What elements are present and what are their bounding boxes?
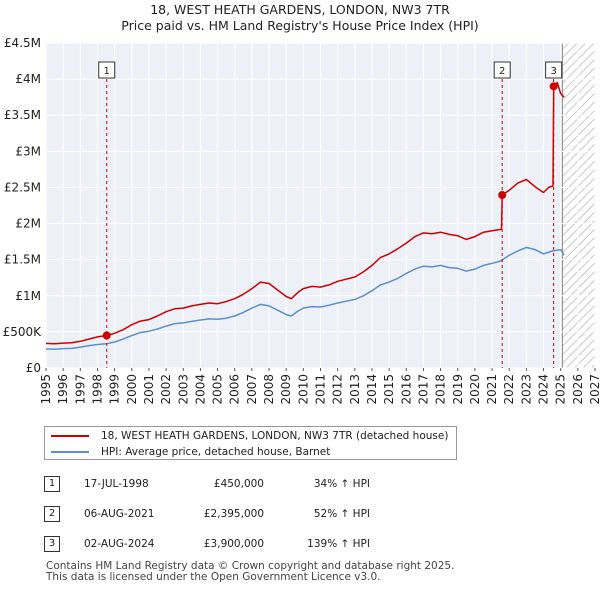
x-tick-label: 2009	[279, 374, 293, 405]
footer-line-2: This data is licensed under the Open Gov…	[46, 571, 381, 583]
x-tick-label: 2020	[468, 374, 482, 405]
legend-item-hpi: HPI: Average price, detached house, Barn…	[51, 444, 330, 460]
x-tick-label: 2022	[502, 374, 516, 405]
x-tick-label: 2011	[314, 374, 328, 405]
sale-number: 2	[44, 506, 60, 522]
sale-hpi-change: 34% ↑ HPI	[313, 478, 370, 490]
y-tick-label: £1M	[15, 289, 41, 303]
x-tick-label: 2005	[211, 374, 225, 405]
chart-subtitle: Price paid vs. HM Land Registry's House …	[121, 18, 479, 33]
y-tick-label: £2M	[15, 217, 41, 231]
future-hatch	[562, 43, 595, 368]
hpi-series-line	[45, 246, 565, 350]
footer-line-1: Contains HM Land Registry data © Crown c…	[46, 560, 455, 572]
x-tick-label: 2008	[262, 374, 276, 405]
sale-marker-box	[98, 61, 116, 79]
chart-title-block: 18, WEST HEATH GARDENS, LONDON, NW3 7TR …	[0, 2, 600, 34]
sale-marker-label: 3	[550, 66, 556, 77]
x-tick-label: 2004	[193, 374, 207, 405]
y-tick-label: £500K	[3, 325, 43, 339]
x-tick-label: 2024	[537, 374, 551, 405]
x-tick-label: 2026	[571, 374, 585, 405]
y-tick-label: £4.5M	[4, 36, 41, 50]
legend-label-property: 18, WEST HEATH GARDENS, LONDON, NW3 7TR …	[101, 430, 449, 442]
x-tick-label: 2018	[434, 374, 448, 405]
sale-marker-label: 1	[104, 66, 110, 77]
sale-row: 2 06-AUG-2021 £2,395,000 52% ↑ HPI	[44, 504, 444, 524]
x-tick-label: 2027	[588, 374, 600, 405]
legend-item-property: 18, WEST HEATH GARDENS, LONDON, NW3 7TR …	[51, 428, 448, 444]
legend-swatch-property	[51, 435, 89, 437]
sale-number: 1	[44, 476, 60, 492]
sale-price: £3,900,000	[203, 538, 264, 550]
sale-hpi-change: 139% ↑ HPI	[307, 538, 370, 550]
x-tick-label: 2007	[245, 374, 259, 405]
y-tick-label: £1.5M	[4, 253, 41, 267]
sale-date: 17-JUL-1998	[84, 478, 149, 490]
x-tick-label: 2016	[399, 374, 413, 405]
y-tick-label: £3M	[15, 144, 41, 158]
legend-swatch-hpi	[51, 451, 89, 453]
y-tick-label: £2.5M	[4, 180, 41, 194]
x-tick-label: 1995	[39, 374, 53, 405]
legend: 18, WEST HEATH GARDENS, LONDON, NW3 7TR …	[44, 426, 457, 460]
sale-marker-box	[493, 61, 511, 79]
x-tick-label: 2025	[554, 374, 568, 405]
x-tick-label: 2003	[176, 374, 190, 405]
x-tick-label: 2021	[485, 374, 499, 405]
sale-point	[498, 191, 507, 200]
sale-row: 3 02-AUG-2024 £3,900,000 139% ↑ HPI	[44, 534, 444, 554]
x-tick-label: 1996	[56, 374, 70, 405]
x-tick-label: 2010	[296, 374, 310, 405]
y-tick-label: £0	[26, 361, 41, 375]
x-tick-label: 2002	[159, 374, 173, 405]
x-tick-label: 2017	[416, 374, 430, 405]
x-tick-label: 2014	[365, 374, 379, 405]
chart-title: 18, WEST HEATH GARDENS, LONDON, NW3 7TR	[150, 2, 450, 17]
y-tick-label: £3.5M	[4, 108, 41, 122]
x-tick-label: 2019	[451, 374, 465, 405]
sale-point	[102, 331, 111, 340]
x-tick-label: 2013	[348, 374, 362, 405]
sale-point	[549, 82, 558, 91]
x-tick-label: 2001	[142, 374, 156, 405]
x-tick-label: 2015	[382, 374, 396, 405]
footer: Contains HM Land Registry data © Crown c…	[46, 561, 454, 583]
sale-date: 02-AUG-2024	[84, 538, 155, 550]
sale-hpi-change: 52% ↑ HPI	[313, 508, 370, 520]
legend-label-hpi: HPI: Average price, detached house, Barn…	[101, 446, 331, 458]
sale-date: 06-AUG-2021	[84, 508, 155, 520]
sale-price: £450,000	[213, 478, 264, 490]
x-tick-label: 2000	[125, 374, 139, 405]
sale-marker-label: 2	[499, 66, 505, 77]
x-tick-label: 2006	[228, 374, 242, 405]
x-tick-label: 1998	[90, 374, 104, 405]
sale-marker-box	[545, 61, 563, 79]
x-tick-label: 2012	[331, 374, 345, 405]
price-chart: 1 2 3 £0 £500K £1M £1.5M £2M £2.5M £3M £3.5M £4M £4…	[3, 36, 600, 405]
y-tick-label: £4M	[15, 72, 41, 86]
x-tick-label: 2023	[519, 374, 533, 405]
x-tick-label: 1997	[73, 374, 87, 405]
sale-row: 1 17-JUL-1998 £450,000 34% ↑ HPI	[44, 474, 444, 494]
sale-number: 3	[44, 536, 60, 552]
sale-price: £2,395,000	[203, 508, 264, 520]
x-tick-label: 1999	[108, 374, 122, 405]
